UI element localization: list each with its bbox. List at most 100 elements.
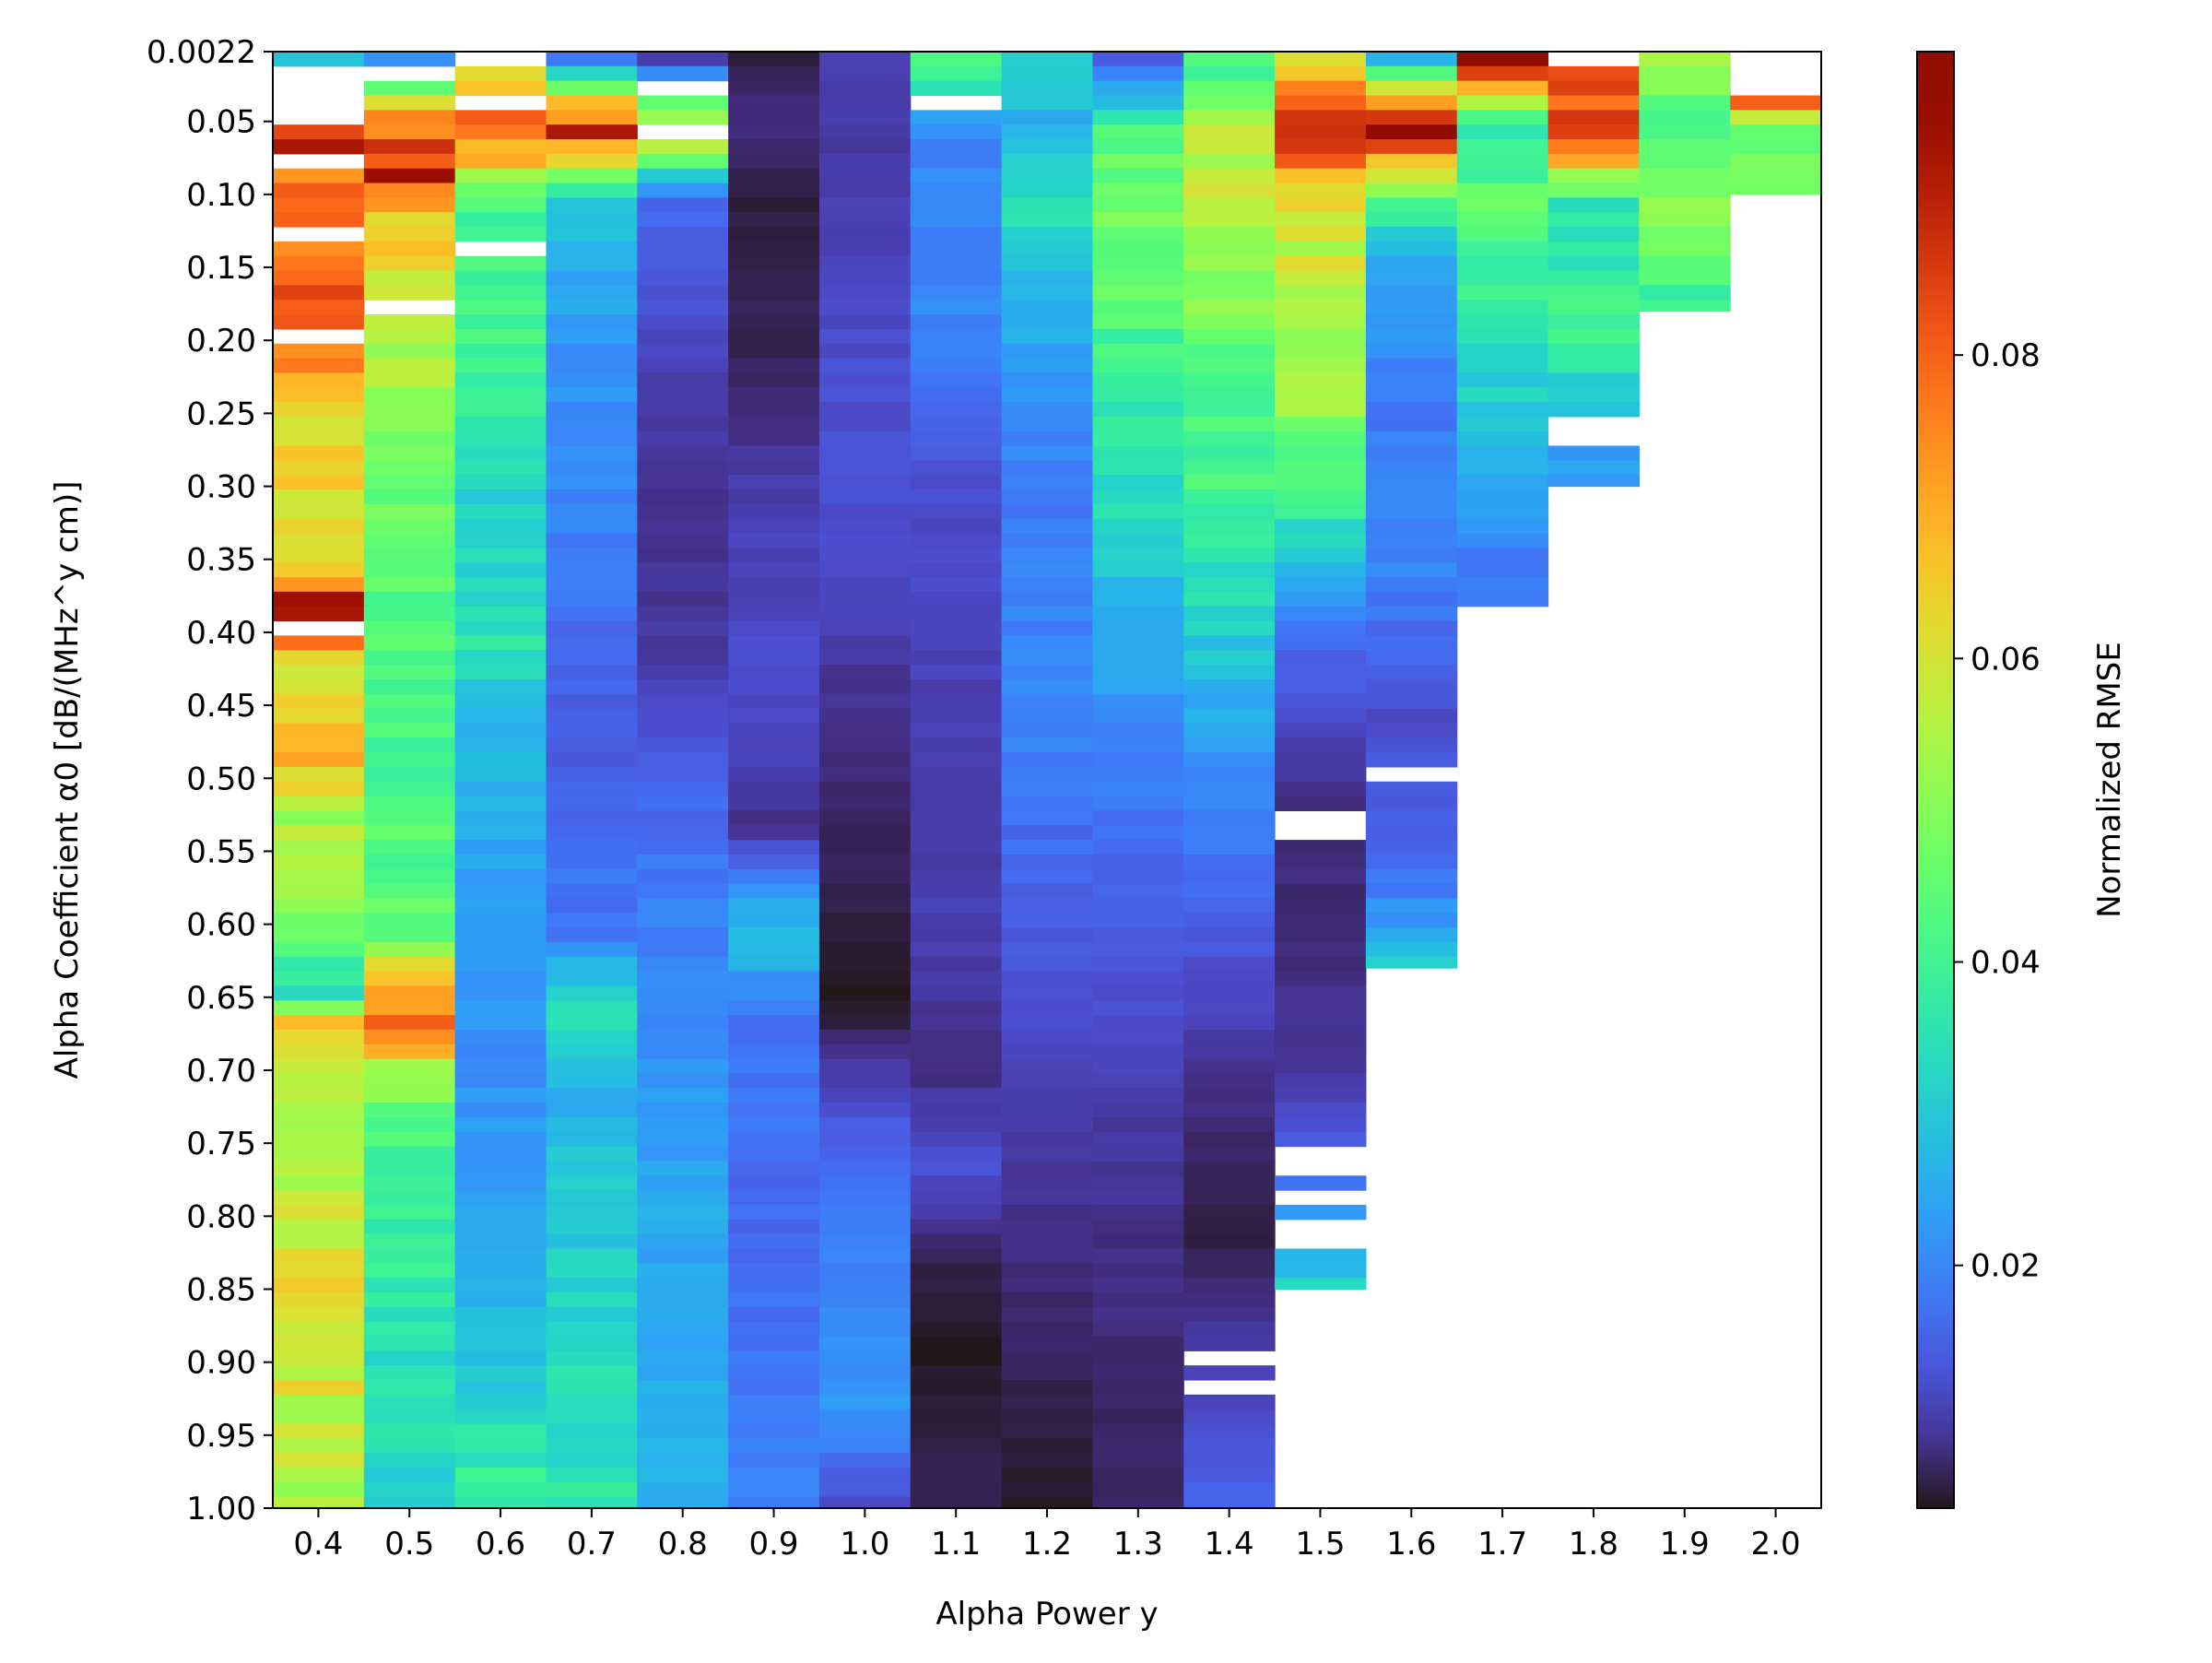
heatmap-cell bbox=[637, 328, 729, 345]
heatmap-cell bbox=[1183, 445, 1276, 461]
heatmap-cell bbox=[818, 1058, 912, 1075]
heatmap-cell bbox=[728, 314, 820, 330]
heatmap-cell bbox=[637, 1379, 729, 1396]
heatmap-cell bbox=[1456, 402, 1549, 418]
heatmap-cell bbox=[363, 1000, 456, 1016]
heatmap-cell bbox=[728, 1088, 820, 1103]
heatmap-cell bbox=[363, 1058, 456, 1075]
heatmap-cell bbox=[1275, 635, 1367, 651]
heatmap-cell bbox=[363, 212, 456, 228]
heatmap-cell bbox=[273, 1438, 365, 1454]
heatmap-cell bbox=[273, 1306, 365, 1323]
heatmap-cell bbox=[273, 985, 365, 1001]
heatmap-cell bbox=[546, 854, 638, 870]
heatmap-cell bbox=[1456, 139, 1549, 155]
heatmap-cell bbox=[818, 796, 912, 812]
heatmap-cell bbox=[637, 1233, 729, 1250]
heatmap-cell bbox=[1275, 153, 1367, 170]
heatmap-cell bbox=[728, 285, 820, 301]
heatmap-cell bbox=[818, 665, 912, 680]
heatmap-cell bbox=[910, 1161, 1003, 1176]
heatmap-cell bbox=[910, 810, 1003, 826]
heatmap-cell bbox=[728, 766, 820, 783]
heatmap-cell bbox=[1092, 358, 1184, 373]
x-tick-label: 1.8 bbox=[1569, 1526, 1618, 1563]
heatmap-cell bbox=[1275, 300, 1367, 315]
heatmap-cell bbox=[454, 183, 547, 198]
heatmap-cell bbox=[1456, 168, 1549, 184]
heatmap-cell bbox=[273, 430, 365, 447]
heatmap-cell bbox=[818, 752, 912, 768]
heatmap-cell bbox=[1183, 1423, 1276, 1439]
heatmap-cell bbox=[454, 168, 547, 184]
heatmap-cell bbox=[1001, 168, 1094, 184]
heatmap-cell bbox=[1639, 270, 1731, 286]
heatmap-cell bbox=[910, 168, 1003, 184]
heatmap-cell bbox=[454, 635, 547, 651]
heatmap-cell bbox=[546, 300, 638, 315]
heatmap-cell bbox=[1639, 183, 1731, 198]
heatmap-cell bbox=[1275, 402, 1367, 418]
heatmap-cell bbox=[1092, 241, 1184, 257]
heatmap-cell bbox=[1275, 1263, 1367, 1279]
heatmap-cell bbox=[454, 1306, 547, 1323]
heatmap-cell bbox=[1001, 1467, 1094, 1483]
heatmap-cell bbox=[1092, 635, 1184, 651]
heatmap-cell bbox=[1275, 65, 1367, 82]
heatmap-cell bbox=[818, 1336, 912, 1351]
heatmap-cell bbox=[546, 985, 638, 1001]
heatmap-cell bbox=[273, 533, 365, 548]
heatmap-cell bbox=[363, 752, 456, 768]
heatmap-cell bbox=[1365, 65, 1458, 82]
heatmap-cell bbox=[1365, 110, 1458, 125]
heatmap-cell bbox=[1183, 577, 1276, 593]
heatmap-cell bbox=[637, 402, 729, 418]
heatmap-cell bbox=[454, 562, 547, 578]
heatmap-cell bbox=[637, 766, 729, 783]
heatmap-cell bbox=[818, 416, 912, 432]
heatmap-cell bbox=[546, 52, 638, 67]
heatmap-cell bbox=[363, 1088, 456, 1103]
heatmap-cell bbox=[637, 1423, 729, 1439]
heatmap-cell bbox=[637, 606, 729, 622]
heatmap-cell bbox=[1183, 139, 1276, 155]
y-axis-label: Alpha Coefficient α0 [dB/(MHz^y cm)] bbox=[49, 481, 86, 1079]
heatmap-cell bbox=[1365, 300, 1458, 315]
y-tick-label: 0.85 bbox=[186, 1271, 256, 1308]
heatmap-cell bbox=[1275, 241, 1367, 257]
heatmap-cell bbox=[1183, 810, 1276, 826]
heatmap-cell bbox=[637, 1350, 729, 1366]
heatmap-cell bbox=[546, 606, 638, 622]
heatmap-cell bbox=[363, 416, 456, 432]
heatmap-cell bbox=[910, 80, 1003, 97]
heatmap-cell bbox=[728, 1438, 820, 1454]
heatmap-cell bbox=[1092, 620, 1184, 636]
heatmap-cell bbox=[818, 708, 912, 724]
heatmap-cell bbox=[818, 971, 912, 987]
heatmap-cell bbox=[546, 548, 638, 563]
heatmap-cell bbox=[1092, 708, 1184, 724]
heatmap-cell bbox=[1001, 1088, 1094, 1103]
heatmap-cell bbox=[1183, 1291, 1276, 1308]
heatmap-cell bbox=[637, 1015, 729, 1031]
y-tick-label: 0.60 bbox=[186, 907, 256, 944]
heatmap-cell bbox=[363, 1029, 456, 1045]
heatmap-cell bbox=[818, 1481, 912, 1498]
heatmap-cell bbox=[910, 110, 1003, 125]
heatmap-cell bbox=[1365, 328, 1458, 345]
heatmap-cell bbox=[1001, 562, 1094, 578]
y-tick-label: 0.50 bbox=[186, 761, 256, 797]
heatmap-cell bbox=[818, 183, 912, 198]
heatmap-cell bbox=[273, 518, 365, 535]
heatmap-cell bbox=[1001, 460, 1094, 476]
heatmap-cell bbox=[1001, 913, 1094, 928]
heatmap-cell bbox=[546, 693, 638, 710]
heatmap-cell bbox=[454, 1073, 547, 1089]
heatmap-cell bbox=[728, 1291, 820, 1308]
heatmap-cell bbox=[546, 635, 638, 651]
heatmap-cell bbox=[1456, 372, 1549, 388]
heatmap-cell bbox=[1001, 635, 1094, 651]
heatmap-cell bbox=[1001, 153, 1094, 170]
heatmap-cell bbox=[1275, 796, 1367, 812]
heatmap-cell bbox=[637, 1175, 729, 1191]
